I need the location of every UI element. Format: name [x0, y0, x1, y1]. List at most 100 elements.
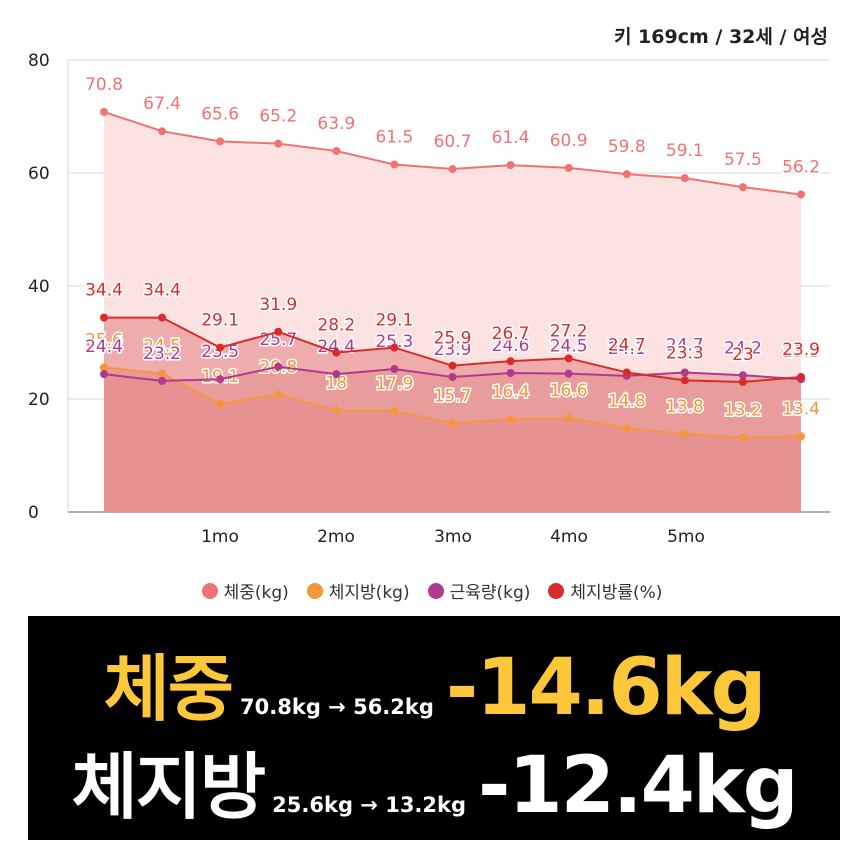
fat-kg-value-label: 13.4 — [782, 399, 820, 419]
legend-weight: 체중(kg) — [201, 578, 289, 603]
weight-summary-range: 70.8kg → 56.2kg — [240, 695, 434, 719]
weight-point — [100, 107, 108, 116]
fat-kg-point — [448, 419, 457, 428]
fat-kg-point — [506, 415, 515, 424]
weight-point — [797, 190, 805, 199]
weight-point — [564, 163, 573, 172]
fat-pct-value-label: 24.7 — [608, 335, 646, 355]
fat-kg-point — [797, 432, 805, 441]
weight-value-label: 57.5 — [724, 150, 762, 170]
muscle-value-label: 24.2 — [724, 338, 762, 358]
fat-kg-point — [158, 369, 167, 378]
weight-value-label: 59.1 — [666, 141, 704, 161]
fat-pct-value-label: 26.7 — [492, 324, 530, 344]
fat-kg-point — [274, 390, 283, 399]
fat-summary-label: 체지방 — [71, 745, 266, 829]
fat-summary-delta: -12.4kg — [478, 741, 799, 831]
fat-pct-value-label: 29.1 — [375, 311, 413, 331]
weight-point — [622, 170, 631, 179]
fat-pct-point — [564, 354, 573, 363]
fat-kg-value-label: 25.6 — [85, 330, 123, 350]
fat-kg-value-label: 16.4 — [492, 382, 530, 402]
weight-value-label: 61.5 — [375, 128, 413, 148]
muscle-value-label: 24.5 — [550, 337, 588, 357]
fat-kg-point — [564, 414, 573, 423]
y-tick-label: 20 — [28, 390, 50, 410]
muscle-point — [158, 376, 167, 385]
legend-fat-kg-label: 체지방(kg) — [328, 583, 410, 603]
fat-kg-area — [104, 367, 801, 512]
fat-pct-point — [680, 376, 689, 385]
fat-pct-value-label: 28.2 — [317, 316, 355, 336]
fat-pct-point — [158, 313, 167, 322]
y-tick-label: 40 — [28, 277, 50, 297]
summary-panel: 체중 70.8kg → 56.2kg -14.6kg 체지방 25.6kg → … — [28, 616, 840, 840]
weight-value-label: 56.2 — [782, 157, 820, 177]
weight-point — [216, 137, 225, 146]
fat-kg-point — [738, 433, 747, 442]
weight-value-label: 63.9 — [317, 114, 355, 134]
y-tick-label: 0 — [28, 503, 39, 523]
weight-point — [738, 183, 747, 192]
fat-pct-point — [506, 357, 515, 366]
x-tick-label: 2mo — [317, 527, 355, 547]
muscle-value-label: 24.6 — [492, 336, 530, 356]
weight-point — [390, 160, 399, 169]
muscle-point — [274, 362, 283, 371]
fat-kg-value-label: 17.9 — [375, 374, 413, 394]
fat-pct-value-label: 27.2 — [550, 321, 588, 341]
weight-value-label: 59.8 — [608, 137, 646, 157]
fat-kg-value-label: 24.5 — [143, 337, 181, 357]
weight-value-label: 65.6 — [201, 104, 239, 124]
fat-kg-value-label: 18 — [326, 373, 348, 393]
x-tick-label: 1mo — [201, 527, 239, 547]
weight-point — [332, 146, 341, 155]
fat-summary-row: 체지방 25.6kg → 13.2kg -12.4kg — [28, 728, 840, 833]
fat-pct-value-label: 23 — [732, 345, 754, 365]
fat-kg-point — [216, 400, 225, 409]
weight-summary-delta: -14.6kg — [445, 643, 767, 733]
muscle-value-label: 23.5 — [782, 342, 820, 362]
legend-fat-pct-label: 체지방률(%) — [570, 583, 663, 603]
fat-pct-point — [738, 378, 747, 387]
muscle-point — [564, 369, 573, 378]
legend-fat-kg-marker — [306, 582, 323, 599]
fat-kg-value-label: 13.2 — [724, 400, 762, 420]
weight-point — [274, 139, 283, 148]
fat-pct-value-label: 23.9 — [782, 340, 820, 360]
fat-kg-value-label: 16.6 — [550, 381, 588, 401]
muscle-value-label: 23.2 — [143, 344, 181, 364]
fat-pct-point — [797, 372, 805, 381]
fat-kg-point — [622, 424, 631, 433]
fat-pct-point — [216, 343, 225, 352]
legend-weight-label: 체중(kg) — [223, 583, 289, 603]
muscle-point — [390, 365, 399, 374]
chart-legend: 체중(kg) 체지방(kg) 근육량(kg) 체지방률(%) — [0, 578, 864, 603]
weight-summary-label: 체중 — [103, 647, 234, 731]
muscle-point — [332, 370, 341, 379]
weight-value-label: 61.4 — [492, 128, 530, 148]
weight-summary-row: 체중 70.8kg → 56.2kg -14.6kg — [28, 630, 840, 735]
muscle-value-label: 23.5 — [201, 342, 239, 362]
fat-pct-value-label: 34.4 — [85, 281, 123, 301]
fat-pct-point — [390, 343, 399, 352]
fat-summary-range: 25.6kg → 13.2kg — [272, 793, 467, 817]
fat-kg-value-label: 14.8 — [608, 391, 646, 411]
muscle-point — [738, 371, 747, 380]
x-tick-label: 3mo — [434, 527, 472, 547]
muscle-point — [216, 375, 225, 384]
muscle-value-label: 23.9 — [434, 340, 472, 360]
fat-pct-value-label: 25.9 — [434, 329, 472, 349]
muscle-value-label: 24.7 — [666, 335, 704, 355]
fat-pct-value-label: 23.3 — [666, 343, 704, 363]
muscle-point — [506, 369, 515, 378]
x-tick-label: 4mo — [550, 527, 588, 547]
y-tick-label: 60 — [28, 164, 50, 184]
fat-kg-point — [100, 363, 108, 372]
fat-kg-value-label: 15.7 — [434, 386, 472, 406]
fat-pct-value-label: 34.4 — [143, 281, 181, 301]
fat-kg-point — [390, 406, 399, 415]
legend-fat-kg: 체지방(kg) — [306, 578, 410, 603]
fat-kg-value-label: 13.8 — [666, 397, 704, 417]
legend-muscle-marker — [427, 582, 444, 599]
